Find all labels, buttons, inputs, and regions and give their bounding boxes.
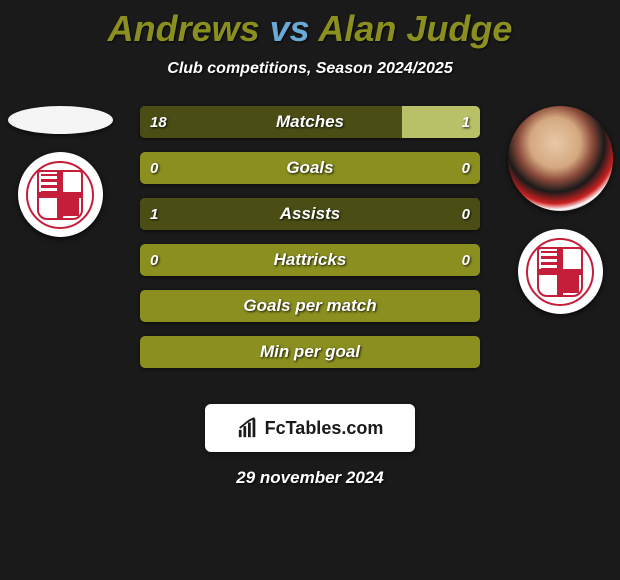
stat-row: 00Hattricks xyxy=(140,244,480,276)
stat-label: Goals per match xyxy=(140,290,480,322)
player2-avatar xyxy=(508,106,613,211)
stat-label: Assists xyxy=(140,198,480,230)
page-title: Andrews vs Alan Judge xyxy=(0,0,620,50)
stat-bars: 181Matches 00Goals 10Assists 00Hattricks Goa… xyxy=(140,106,480,368)
stat-row: 00Goals xyxy=(140,152,480,184)
right-player-column xyxy=(500,106,620,314)
stat-row: 10Assists xyxy=(140,198,480,230)
stat-row: Goals per match xyxy=(140,290,480,322)
title-player2: Alan Judge xyxy=(318,8,512,49)
player1-avatar-placeholder xyxy=(8,106,113,134)
stat-label: Matches xyxy=(140,106,480,138)
stat-row: 181Matches xyxy=(140,106,480,138)
stat-row: Min per goal xyxy=(140,336,480,368)
branding-text: FcTables.com xyxy=(265,418,384,439)
stat-label: Goals xyxy=(140,152,480,184)
left-player-column xyxy=(0,106,120,237)
branding-badge: FcTables.com xyxy=(205,404,415,452)
subtitle: Club competitions, Season 2024/2025 xyxy=(0,60,620,78)
stat-label: Hattricks xyxy=(140,244,480,276)
title-player1: Andrews xyxy=(108,8,260,49)
player2-club-crest xyxy=(518,229,603,314)
comparison-chart: 181Matches 00Goals 10Assists 00Hattricks Goa… xyxy=(0,106,620,396)
title-vs: vs xyxy=(260,8,319,49)
fctables-logo-icon xyxy=(237,417,259,439)
date-text: 29 november 2024 xyxy=(0,468,620,488)
player1-club-crest xyxy=(18,152,103,237)
stat-label: Min per goal xyxy=(140,336,480,368)
